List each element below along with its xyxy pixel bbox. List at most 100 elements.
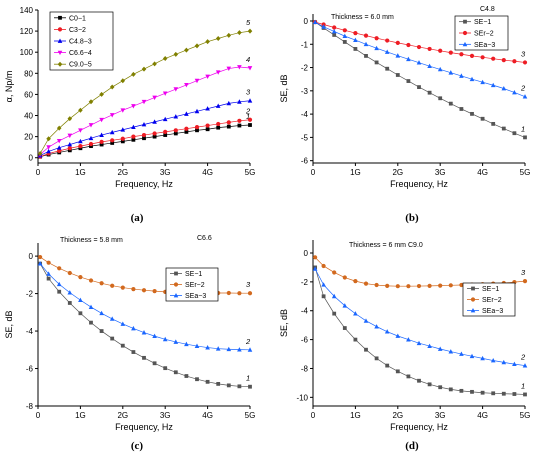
x-axis-title: Frequency, Hz [390, 422, 448, 432]
data-point [427, 63, 432, 69]
legend-marker [173, 293, 179, 298]
sample-label: C9.0 [408, 242, 423, 249]
data-point [342, 275, 347, 280]
series-1 [38, 123, 252, 159]
series-end-label: 2 [520, 84, 526, 93]
panel-caption: (d) [405, 440, 419, 452]
data-point [438, 48, 443, 53]
x-tick-label: 4G [477, 411, 488, 420]
data-point [37, 151, 43, 157]
data-point [363, 33, 369, 38]
data-point [522, 363, 528, 368]
data-point [88, 304, 94, 309]
data-point [353, 279, 358, 284]
data-point [163, 129, 168, 134]
data-point [56, 145, 62, 150]
panel-caption: (c) [131, 440, 144, 452]
data-point [89, 144, 93, 149]
series-1 [313, 265, 527, 397]
data-point [385, 38, 390, 43]
data-point [226, 32, 232, 38]
series-3 [312, 19, 528, 99]
x-tick-label: 0 [311, 411, 316, 420]
y-tick-label: 60 [24, 90, 33, 99]
data-point [46, 260, 51, 265]
data-point [67, 116, 73, 122]
data-point [152, 61, 157, 67]
data-point [490, 82, 496, 88]
data-point [152, 134, 157, 139]
chart-a-svg: 0 1G 2G 3G 4G 5G 0 20 40 60 80 100 120 140 Frequency, … [4, 6, 255, 224]
data-point [142, 136, 146, 141]
data-point [448, 283, 453, 288]
data-point [406, 337, 411, 342]
data-point [226, 100, 232, 106]
y-tick-label: -4 [301, 110, 309, 119]
sample-label: C4.8 [480, 6, 495, 13]
data-point [152, 289, 157, 294]
y-tick-label: 0 [29, 154, 34, 163]
series-3 [37, 98, 253, 158]
series-5 [37, 28, 253, 157]
data-point [88, 141, 94, 147]
data-point [162, 91, 168, 96]
data-point [237, 30, 242, 36]
data-point [215, 35, 221, 41]
legend-marker [471, 286, 475, 291]
series-4 [37, 65, 253, 158]
data-point [131, 71, 136, 77]
data-point [99, 117, 104, 123]
legend-marker [57, 50, 63, 56]
data-point [110, 138, 115, 143]
legend: SE−1 SEr−2 SEa−3 [165, 267, 219, 302]
data-point [78, 297, 83, 303]
series-end-label: 3 [246, 88, 251, 97]
data-point [99, 142, 104, 147]
y-tick-label: 0 [304, 17, 309, 26]
data-point [406, 374, 411, 379]
data-point [374, 36, 379, 41]
y-tick-label: -6 [301, 157, 309, 166]
data-point [237, 347, 242, 352]
data-point [162, 116, 168, 122]
data-point [248, 384, 252, 389]
data-point [173, 370, 178, 375]
data-point [395, 333, 401, 338]
data-point [342, 303, 348, 308]
legend-entry: SE−1 [185, 271, 202, 278]
data-point [374, 60, 379, 65]
x-tick-label: 0 [36, 411, 41, 420]
data-point [395, 73, 400, 77]
data-point [184, 374, 189, 378]
data-point [56, 125, 62, 131]
series-line [39, 263, 251, 388]
data-point [469, 76, 475, 82]
data-point [237, 118, 242, 123]
legend-entry: SE−1 [474, 19, 491, 26]
data-point [37, 261, 43, 266]
data-point [215, 70, 221, 75]
data-point [226, 66, 232, 72]
x-tick-label: 4G [202, 411, 213, 420]
data-point [205, 345, 210, 350]
data-point [247, 117, 253, 122]
data-point [184, 126, 189, 131]
legend: SE−1 SEr−2 SEa−3 [454, 15, 509, 51]
data-point [99, 91, 104, 97]
legend-entry: SEa−3 [482, 308, 503, 315]
data-point [195, 128, 199, 133]
thickness-annotation: Thickness = 6.0 mm [331, 14, 394, 21]
data-point [56, 281, 62, 287]
y-tick-label: -6 [301, 336, 309, 345]
y-tick-label: -8 [26, 402, 34, 411]
series-line [39, 66, 251, 155]
data-point [162, 336, 168, 342]
data-point [141, 132, 147, 138]
data-point [99, 329, 104, 333]
data-point [173, 51, 179, 57]
data-point [89, 320, 93, 325]
thickness-annotation: Thickness = 6 mm [349, 242, 406, 249]
data-point [78, 128, 83, 133]
data-point [522, 60, 528, 65]
series-end-label: 2 [245, 337, 251, 346]
